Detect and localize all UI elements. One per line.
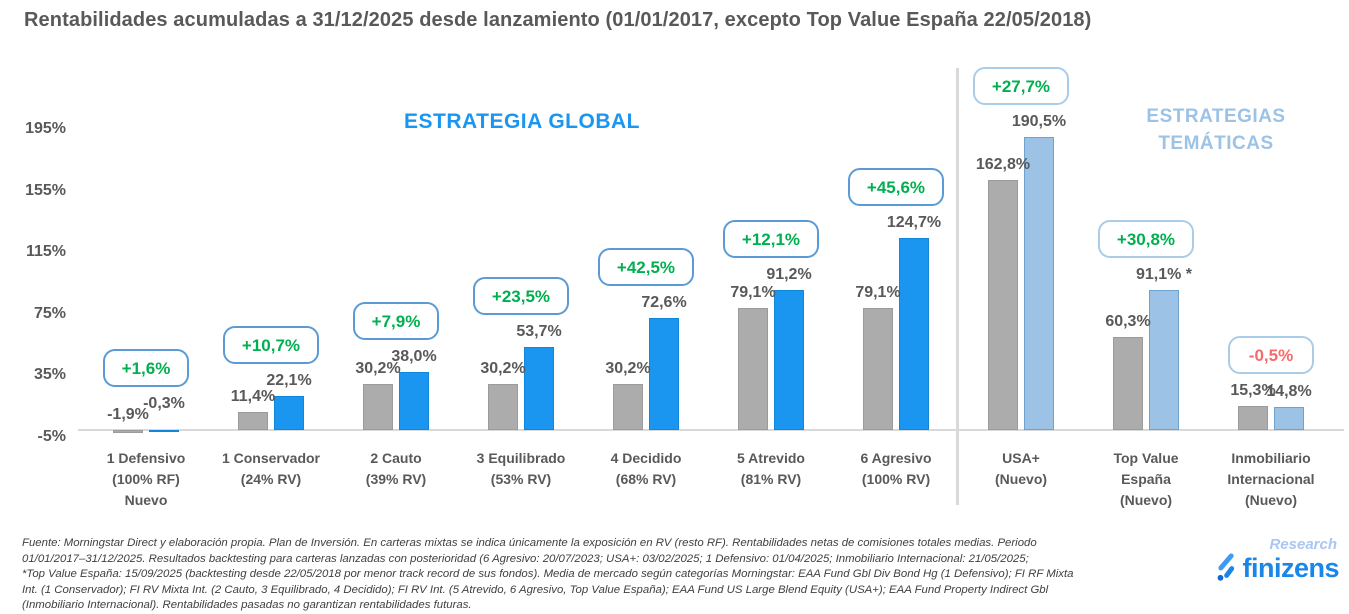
bar-market: [238, 412, 268, 430]
bar-finizens: [399, 371, 429, 430]
footnote: Fuente: Morningstar Direct y elaboración…: [22, 536, 1197, 614]
bar-market: [988, 179, 1018, 430]
category-label: 1 Conservador (24% RV): [221, 450, 321, 487]
y-axis-tick-label: 155%: [25, 181, 66, 199]
bar-finizens: [524, 347, 554, 430]
value-label-market: 11,4%: [230, 388, 276, 406]
bar-finizens: [899, 238, 929, 430]
category-label: 4 Decidido (68% RV): [610, 450, 682, 487]
category-label: Top Value España (Nuevo): [1113, 450, 1179, 508]
value-label-market: 15,3%: [1230, 382, 1276, 400]
y-axis-tick-label: 115%: [25, 243, 66, 261]
value-label-finizens: 22,1%: [266, 372, 312, 389]
logo-research-label: Research: [1269, 536, 1337, 553]
bar-market: [738, 308, 768, 430]
diff-badge: +23,5%: [473, 277, 569, 316]
bar-finizens: [149, 430, 179, 432]
bar-finizens: [1149, 289, 1179, 430]
finizens-bolt-icon: [1218, 553, 1235, 581]
value-label-finizens: 38,0%: [391, 347, 437, 365]
bar-market: [863, 308, 893, 430]
diff-badge: +45,6%: [848, 168, 944, 207]
section-header-global: ESTRATEGIA GLOBAL: [404, 110, 640, 133]
logo-brand-label: finizens: [1242, 553, 1339, 583]
page-title: Rentabilidades acumuladas a 31/12/2025 d…: [24, 9, 1092, 31]
bar-finizens: [1024, 137, 1054, 430]
category-label: USA+ (Nuevo): [994, 450, 1048, 487]
bar-finizens: [1274, 407, 1304, 430]
footnote-line: (Inmobiliario Internacional). Rentabilid…: [22, 599, 472, 612]
value-label-market: 79,1%: [730, 284, 776, 302]
y-axis-tick-label: 35%: [33, 366, 66, 384]
category-label: 1 Defensivo (100% RF) Nuevo: [106, 450, 186, 508]
diff-badge: +7,9%: [353, 301, 439, 340]
section-header-tematicas-line2: TEMÁTICAS: [1158, 133, 1274, 154]
value-label-finizens: 91,2%: [766, 265, 812, 283]
bar-market: [613, 383, 643, 430]
bar-finizens: [649, 318, 679, 430]
footnote-line: Fuente: Morningstar Direct y elaboración…: [22, 537, 1037, 549]
diff-badge: +1,6%: [103, 349, 189, 387]
category-label: 2 Cauto (39% RV): [365, 450, 427, 487]
section-divider-line: [956, 68, 959, 505]
value-label-market: 162,8%: [975, 155, 1031, 173]
value-label-finizens: -0,3%: [143, 395, 185, 412]
value-label-market: 30,2%: [480, 359, 526, 377]
footnote-line: 01/01/2017–31/12/2025. Resultados backte…: [22, 552, 1029, 565]
value-label-finizens: 190,5%: [1011, 113, 1067, 130]
footnote-line: *Top Value España: 15/09/2025 (backtesti…: [22, 568, 1074, 581]
finizens-logo: Research finizens: [1179, 537, 1339, 583]
y-axis-tick-label: 75%: [33, 304, 66, 322]
bar-market: [1113, 337, 1143, 430]
y-axis-tick-label: 195%: [25, 120, 66, 138]
value-label-finizens: 53,7%: [516, 323, 562, 341]
category-label: Inmobiliario Internacional (Nuevo): [1227, 450, 1315, 508]
category-label: 3 Equilibrado (53% RV): [476, 450, 566, 487]
value-label-finizens: 124,7%: [886, 214, 942, 232]
section-header-tematicas: ESTRATEGIAS TEMÁTICAS: [1086, 103, 1346, 157]
y-axis-tick-label: -5%: [37, 427, 66, 445]
category-label: 6 Agresivo (100% RV): [860, 450, 932, 487]
bar-market: [488, 383, 518, 430]
bar-market: [113, 430, 143, 433]
diff-badge: +27,7%: [973, 67, 1069, 105]
bar-finizens: [274, 396, 304, 430]
value-label-market: 60,3%: [1105, 313, 1151, 331]
diff-badge: +42,5%: [598, 248, 694, 287]
category-label: 5 Atrevido (81% RV): [737, 450, 805, 487]
bar-market: [1238, 406, 1268, 430]
diff-badge: +30,8%: [1098, 219, 1194, 258]
x-axis-line: [78, 429, 1344, 431]
value-label-finizens: 91,1% *: [1135, 265, 1193, 283]
value-label-market: 79,1%: [855, 284, 901, 302]
value-label-market: -1,9%: [107, 406, 149, 423]
value-label-finizens: 14,8%: [1266, 383, 1312, 401]
value-label-market: 30,2%: [605, 359, 651, 377]
value-label-market: 30,2%: [355, 359, 401, 377]
diff-badge: +10,7%: [223, 326, 319, 364]
footnote-line: Int. (1 Conservador); FI RV Mixta Int. (…: [22, 583, 1049, 596]
value-label-finizens: 72,6%: [641, 294, 687, 312]
section-header-tematicas-line1: ESTRATEGIAS: [1146, 106, 1286, 127]
diff-badge: +12,1%: [723, 219, 819, 258]
diff-badge: -0,5%: [1228, 336, 1314, 375]
bar-market: [363, 383, 393, 430]
bar-finizens: [774, 289, 804, 430]
